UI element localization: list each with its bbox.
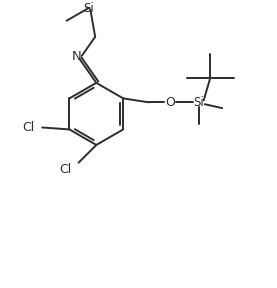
Text: N: N <box>72 50 81 62</box>
Text: Cl: Cl <box>60 163 72 176</box>
Text: Si: Si <box>83 1 94 15</box>
Text: O: O <box>165 96 175 109</box>
Text: Cl: Cl <box>22 121 34 134</box>
Text: Si: Si <box>194 96 204 109</box>
